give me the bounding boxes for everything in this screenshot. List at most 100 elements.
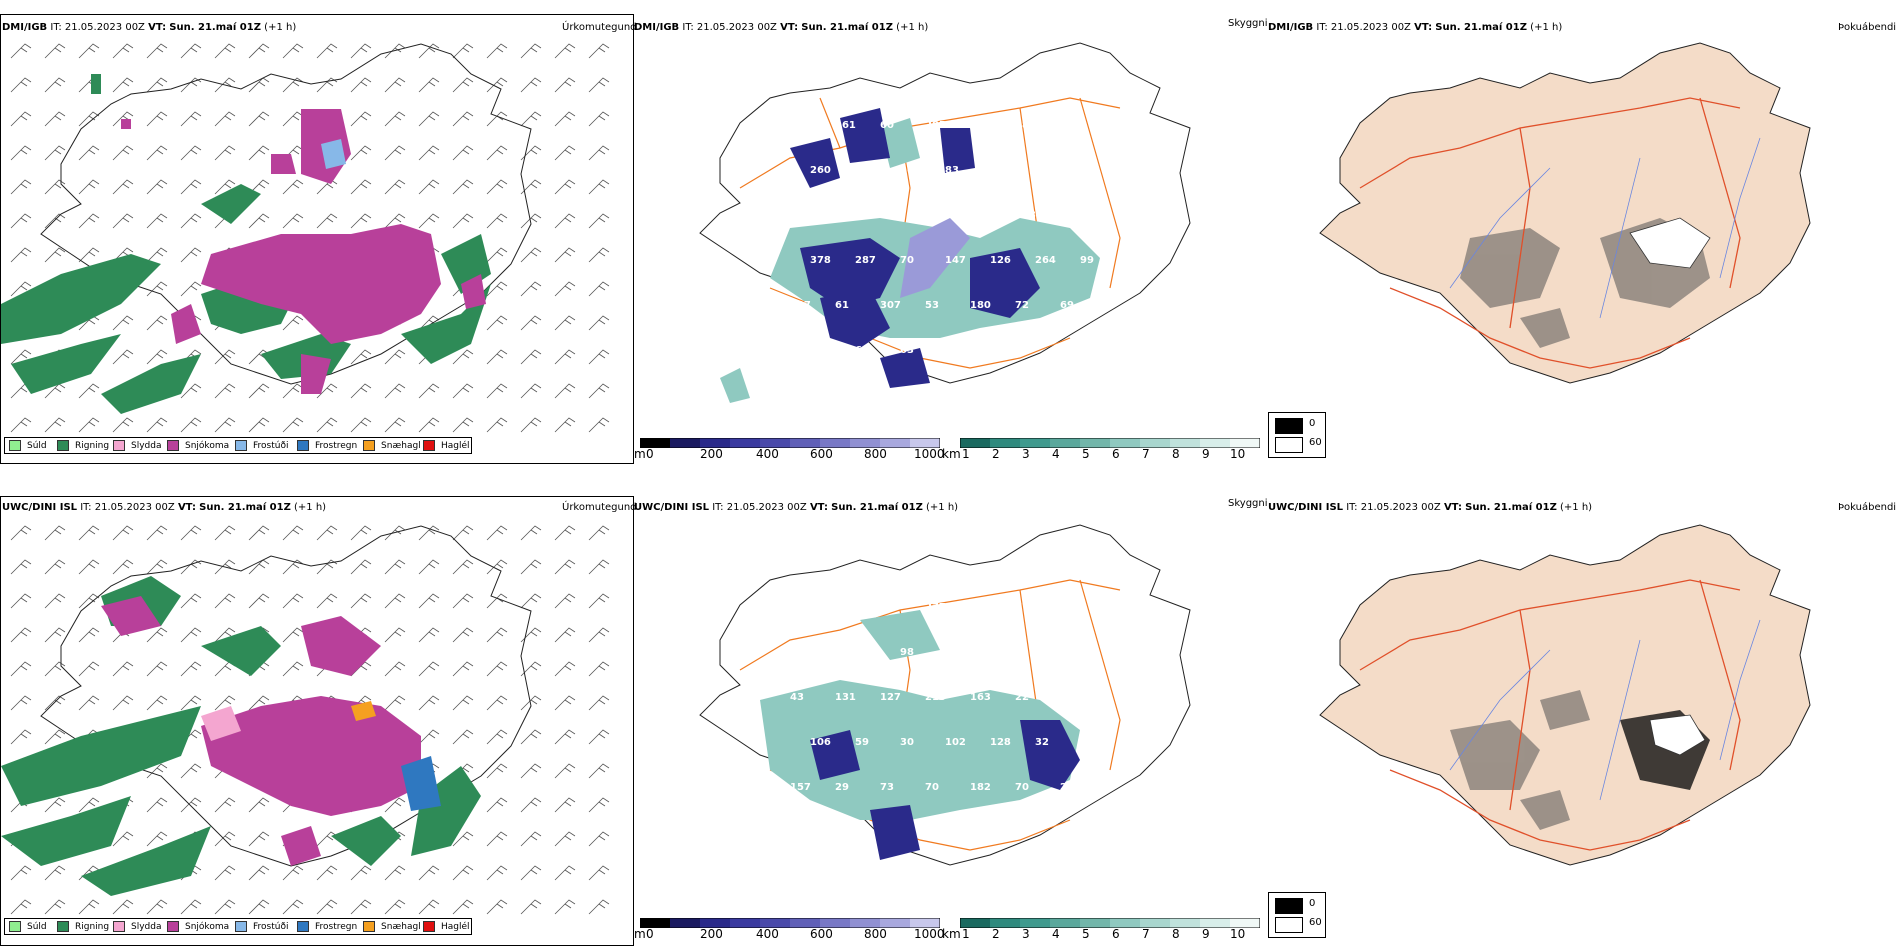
wind-barb bbox=[554, 111, 576, 127]
legend-item: Rigning bbox=[57, 919, 109, 934]
wind-barb bbox=[10, 729, 32, 745]
fog-legend-row2: 0 60 bbox=[1268, 892, 1326, 938]
wind-barb bbox=[520, 763, 542, 779]
scale-tick: 0 bbox=[646, 447, 654, 461]
wind-barb bbox=[418, 899, 440, 915]
wind-barb bbox=[316, 417, 338, 433]
wind-barb bbox=[214, 43, 236, 59]
wind-barb bbox=[350, 593, 372, 609]
wind-barb bbox=[486, 315, 508, 331]
wind-barb bbox=[384, 77, 406, 93]
wind-barb bbox=[78, 111, 100, 127]
wind-barb bbox=[180, 111, 202, 127]
scale-bar-m-row2 bbox=[640, 918, 940, 928]
scale-tick: 600 bbox=[810, 927, 833, 941]
it-label: IT: bbox=[682, 22, 694, 33]
swatch bbox=[167, 440, 179, 451]
visibility-value: 180 bbox=[970, 300, 991, 311]
scale-tick: 200 bbox=[700, 447, 723, 461]
wind-barb bbox=[248, 383, 270, 399]
wind-barb bbox=[180, 695, 202, 711]
wind-barb bbox=[248, 525, 270, 541]
wind-barb bbox=[554, 729, 576, 745]
swatch bbox=[9, 921, 21, 932]
scale-tick: 0 bbox=[646, 927, 654, 941]
wind-barb bbox=[180, 281, 202, 297]
wind-barb bbox=[350, 179, 372, 195]
scale-bar-m-row1 bbox=[640, 438, 940, 448]
scale-bar-km-row2 bbox=[960, 918, 1260, 928]
visibility-value: 72 bbox=[1015, 300, 1029, 311]
wind-barb bbox=[10, 111, 32, 127]
visibility-value: 126 bbox=[990, 255, 1011, 266]
wind-barb bbox=[112, 831, 134, 847]
scale-unit-km: km bbox=[942, 447, 961, 461]
wind-barb bbox=[146, 349, 168, 365]
wind-barb bbox=[282, 111, 304, 127]
legend-item: Frostúði bbox=[235, 438, 288, 453]
wind-barb bbox=[248, 43, 270, 59]
wind-barb bbox=[78, 797, 100, 813]
wind-barb bbox=[44, 729, 66, 745]
swatch bbox=[167, 921, 179, 932]
wind-barb bbox=[316, 77, 338, 93]
wind-barb bbox=[418, 627, 440, 643]
visibility-value-labels-row1: 293 161 60 285 111 181 521 260 77 104 83 259 177 39 20… bbox=[790, 120, 1094, 356]
valid-time: Sun. 21.maí 01Z bbox=[169, 22, 261, 33]
model-name: DMI/IGB bbox=[634, 22, 680, 33]
visibility-value: 198 bbox=[1015, 210, 1036, 221]
wind-barb bbox=[554, 213, 576, 229]
wind-barb bbox=[146, 179, 168, 195]
product-label-fog: Þokuábendi bbox=[1838, 22, 1897, 33]
wind-barb bbox=[520, 831, 542, 847]
fog-roads bbox=[1359, 97, 1741, 369]
wind-barb bbox=[350, 213, 372, 229]
legend-item: Frostregn bbox=[297, 919, 357, 934]
legend-label: Frostúði bbox=[253, 440, 289, 451]
wind-barb bbox=[282, 383, 304, 399]
scale-tick: 8 bbox=[1172, 927, 1180, 941]
wind-barb bbox=[588, 315, 610, 331]
wind-barb bbox=[10, 281, 32, 297]
it-label: IT: bbox=[1316, 22, 1328, 33]
scale-tick: 4 bbox=[1052, 927, 1060, 941]
swatch bbox=[1275, 437, 1303, 453]
fog-legend-label: 0 bbox=[1309, 898, 1316, 909]
wind-barb bbox=[10, 695, 32, 711]
precip-legend-row1: Súld Rigning Slydda Snjókoma Frostúði Fr… bbox=[4, 437, 472, 454]
wind-barb bbox=[10, 865, 32, 881]
wind-barb bbox=[486, 695, 508, 711]
scale-tick: 1000 bbox=[914, 927, 945, 941]
legend-item: Haglél bbox=[423, 438, 470, 453]
wind-barb bbox=[486, 899, 508, 915]
wind-barb bbox=[180, 43, 202, 59]
wind-barb bbox=[112, 559, 134, 575]
scale-tick: 400 bbox=[756, 447, 779, 461]
legend-label: Rigning bbox=[75, 921, 110, 932]
precip-map-row1 bbox=[1, 43, 610, 433]
visibility-value: 70 bbox=[1015, 782, 1029, 793]
visibility-value: 101 bbox=[1060, 210, 1081, 221]
wind-barb bbox=[78, 627, 100, 643]
wind-barb bbox=[554, 661, 576, 677]
scale-tick: 7 bbox=[1142, 447, 1150, 461]
legend-item: Snæhagl bbox=[363, 438, 421, 453]
wind-barb bbox=[10, 179, 32, 195]
wind-barb bbox=[44, 417, 66, 433]
wind-barb bbox=[180, 627, 202, 643]
wind-barb bbox=[418, 593, 440, 609]
header-precip-row1: DMI/IGB IT: 21.05.2023 00Z VT: Sun. 21.m… bbox=[2, 22, 296, 33]
legend-label: Frostregn bbox=[315, 921, 358, 932]
visibility-map-row2 bbox=[699, 524, 1191, 866]
wind-barb bbox=[248, 865, 270, 881]
wind-barb bbox=[588, 213, 610, 229]
wind-barb bbox=[44, 661, 66, 677]
precip-legend-row2: Súld Rigning Slydda Snjókoma Frostúði Fr… bbox=[4, 918, 472, 935]
wind-barb bbox=[214, 865, 236, 881]
wind-barb bbox=[520, 247, 542, 263]
model-name: DMI/IGB bbox=[1268, 22, 1314, 33]
scale-bar-km-row1 bbox=[960, 438, 1260, 448]
wind-barb bbox=[146, 417, 168, 433]
legend-item: Slydda bbox=[113, 438, 161, 453]
wind-barb bbox=[452, 77, 474, 93]
